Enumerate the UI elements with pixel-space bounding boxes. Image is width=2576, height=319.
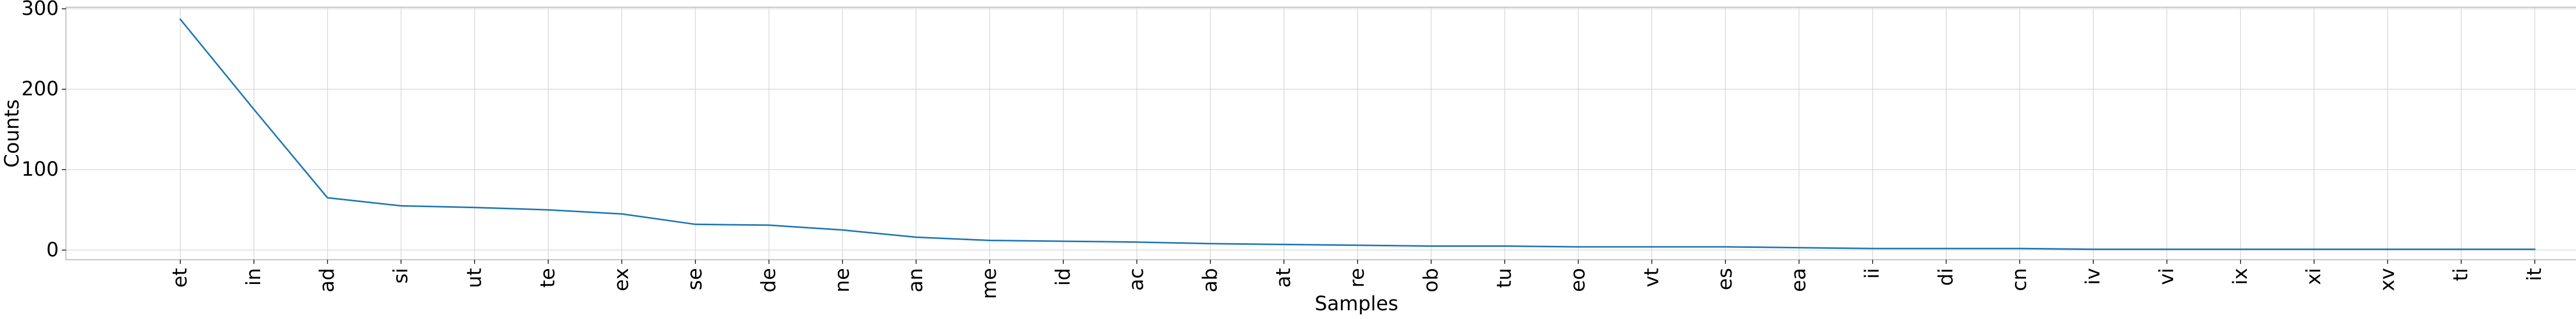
x-tick-label: cn (2008, 268, 2030, 291)
x-tick-label: eo (1566, 268, 1589, 292)
series-layer (179, 18, 2536, 250)
x-tick-label: ea (1787, 268, 1810, 292)
x-tick-label: de (757, 268, 780, 293)
x-tick-label: vi (2155, 268, 2178, 285)
x-tick-label: ne (831, 268, 853, 292)
x-tick-label: ad (316, 268, 338, 292)
x-tick-label: ac (1125, 268, 1148, 291)
x-tick-label: es (1714, 268, 1736, 290)
series-line (179, 18, 2536, 250)
x-tick-label: it (2523, 268, 2546, 281)
x-tick-label: xv (2376, 268, 2398, 291)
y-tick-label: 300 (21, 0, 59, 20)
x-tick-label: se (684, 268, 706, 290)
x-tick-label: ix (2229, 268, 2251, 285)
x-tick-label: et (168, 268, 191, 288)
y-tick-label: 200 (21, 77, 59, 100)
plot-frame (65, 7, 2576, 260)
x-tick-label: di (1935, 268, 1957, 286)
x-tick-label: at (1272, 268, 1295, 288)
x-tick-label: xi (2302, 268, 2325, 285)
x-tick-label: ex (610, 268, 633, 291)
x-tick-label: id (1052, 268, 1074, 286)
x-tick-label: in (242, 268, 265, 286)
x-tick-label: ti (2449, 268, 2472, 281)
x-tick-label: an (904, 268, 927, 292)
x-tick-label: vt (1640, 268, 1663, 287)
y-axis-label: Counts (1, 99, 23, 168)
x-tick-label: ab (1198, 268, 1221, 292)
y-tick-labels: 0 100 200 300 (21, 0, 66, 261)
x-tick-label: te (536, 268, 559, 288)
x-tick-label: si (389, 268, 412, 283)
x-tick-label: tu (1493, 268, 1516, 288)
x-tick-label: re (1346, 268, 1368, 288)
x-tick-label: ii (1861, 268, 1884, 279)
x-axis-label: Samples (1315, 292, 1398, 315)
x-tick-label: ob (1419, 268, 1442, 292)
x-tick-labels: et in ad si ut te ex se de ne an me id ac ab at re ob tu eo… (168, 260, 2546, 299)
grid (66, 7, 2576, 260)
y-tick-label: 100 (21, 158, 59, 180)
x-tick-label: iv (2081, 268, 2104, 285)
x-tick-label: me (978, 268, 1001, 299)
x-tick-label: ut (463, 268, 485, 288)
y-tick-label: 0 (46, 238, 59, 261)
